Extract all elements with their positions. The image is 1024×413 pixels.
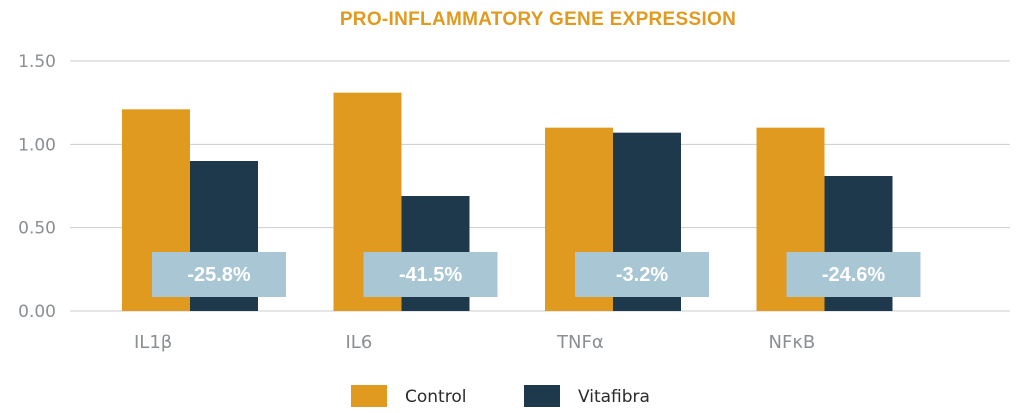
x-category-label: TNFα	[556, 332, 604, 353]
legend-swatch-vitafibra	[524, 385, 560, 407]
x-category-label: IL1β	[134, 332, 172, 353]
y-tick-label: 0.50	[18, 219, 56, 239]
annotation-box	[786, 252, 921, 297]
y-axis-ticks: 0.00 0.50 1.00 1.50	[18, 52, 56, 322]
y-tick-label: 1.00	[18, 135, 56, 155]
chart-title: PRO-INFLAMMATORY GENE EXPRESSION	[340, 9, 736, 30]
annotation-labels: -25.8% -41.5% -3.2% -24.6%	[152, 252, 921, 297]
x-axis-categories: IL1β IL6 TNFα NFκB	[134, 332, 815, 353]
annotation-label: -24.6%	[822, 264, 886, 286]
annotation-label: -41.5%	[399, 264, 463, 286]
annotation-box	[363, 252, 498, 297]
legend: Control Vitafibra	[351, 385, 650, 407]
annotation-label: -25.8%	[187, 264, 251, 286]
legend-swatch-control	[351, 385, 387, 407]
y-tick-label: 0.00	[18, 302, 56, 322]
x-category-label: IL6	[346, 332, 373, 353]
annotation-box	[152, 252, 286, 297]
y-tick-label: 1.50	[18, 52, 56, 72]
x-category-label: NFκB	[769, 332, 816, 353]
annotation-box	[575, 252, 709, 297]
legend-label-vitafibra: Vitafibra	[578, 387, 650, 407]
annotation-label: -3.2%	[616, 264, 668, 286]
legend-label-control: Control	[405, 387, 466, 407]
